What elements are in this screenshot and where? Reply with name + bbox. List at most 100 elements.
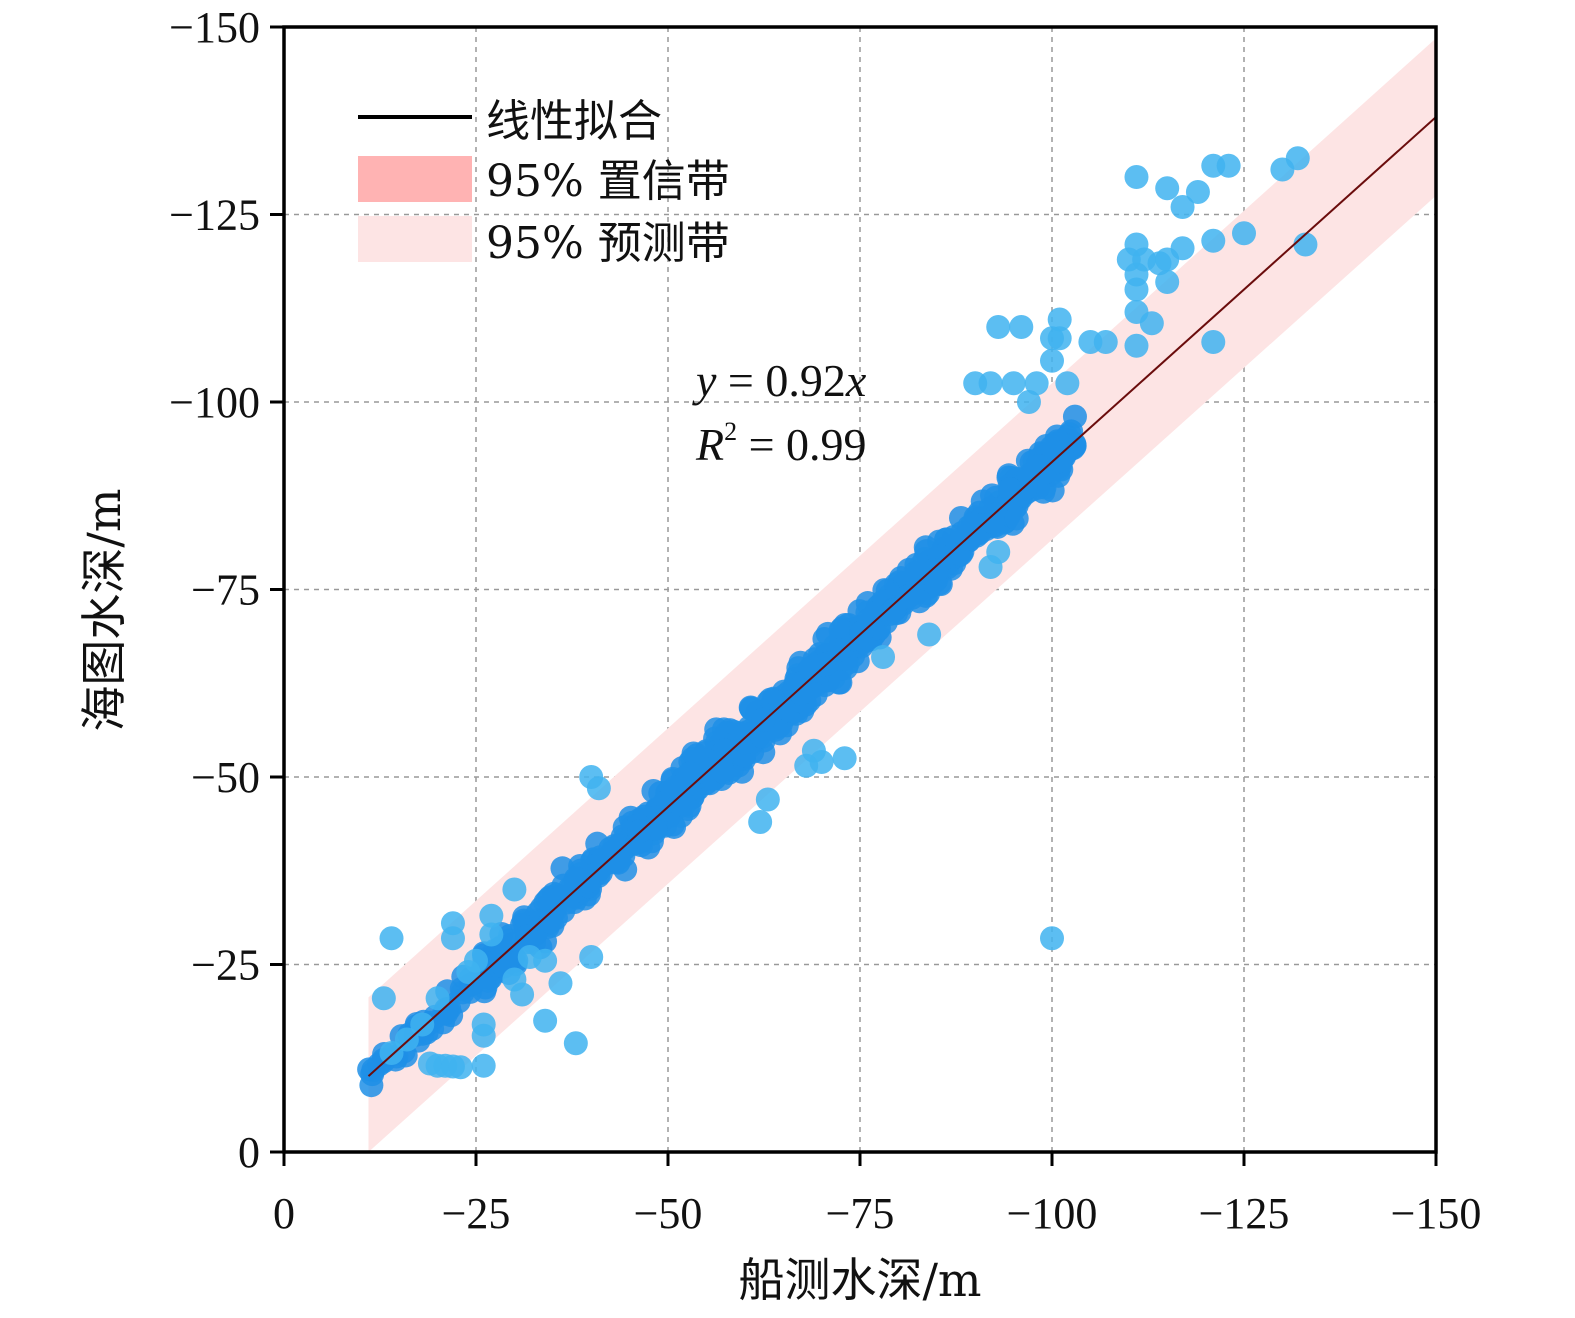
eq-x-var: x	[845, 355, 867, 406]
scatter-point-32	[755, 787, 780, 812]
scatter-point-53	[1040, 926, 1064, 951]
scatter-point-63	[1139, 311, 1164, 336]
scatter-point-51	[1040, 348, 1064, 373]
scatter-point-76	[1201, 330, 1226, 354]
scatter-point-17	[471, 1053, 496, 1078]
y-tick-label-5: −125	[169, 191, 260, 240]
fit-line-layer	[367, 116, 1437, 1077]
r-superscript: 2	[724, 417, 737, 446]
scatter-point-68	[1155, 176, 1180, 201]
x-tick-label-3: −75	[826, 1189, 895, 1238]
scatter-point-31	[748, 810, 773, 834]
scatter-point-21	[510, 982, 535, 1007]
scatter-point-c2-378	[812, 626, 837, 651]
scatter-point-9	[448, 1055, 473, 1080]
y-axis-title: 海图水深/m	[77, 488, 131, 731]
scatter-point-23	[533, 1008, 558, 1033]
scatter-point-c2-377	[711, 759, 736, 784]
scatter-point-c1-136	[535, 887, 560, 912]
scatter-point-67	[1124, 165, 1149, 189]
scatter-point-71	[1170, 236, 1195, 261]
legend: 线性拟合 95% 置信带 95% 预测带	[358, 96, 730, 269]
scatter-point-19	[479, 922, 504, 947]
scatter-point-75	[1232, 221, 1256, 246]
scatter-point-65	[1155, 270, 1180, 294]
scatter-point-c1-139	[515, 924, 540, 949]
y-tick-label-4: −100	[169, 378, 260, 427]
scatter-point-c1-128	[575, 869, 600, 894]
scatter-point-78	[1285, 146, 1310, 171]
scatter-point-69	[1170, 195, 1195, 219]
legend-confidence-swatch	[358, 156, 472, 202]
x-tick-label-2: −50	[634, 1189, 703, 1238]
scatter-point-29	[579, 945, 604, 969]
scatter-point-c2-371	[828, 670, 853, 695]
eq-rest: = 0.92	[716, 355, 845, 406]
scatter-point-25	[548, 971, 573, 996]
fit-line	[367, 116, 1437, 1077]
scatter-point-c3-299	[881, 598, 906, 623]
scatter-point-18	[479, 903, 504, 928]
y-tick-label-0: 0	[238, 1128, 260, 1177]
scatter-point-14	[464, 948, 488, 973]
scatter-point-55	[1093, 330, 1118, 354]
scatter-point-c2-361	[704, 717, 729, 742]
y-tick-label-6: −150	[169, 3, 260, 52]
scatter-point-38	[917, 622, 942, 647]
legend-prediction-swatch	[358, 216, 472, 262]
scatter-point-70	[1185, 180, 1210, 204]
x-tick-label-0: 0	[273, 1189, 295, 1238]
y-tick-label-1: −25	[191, 941, 260, 990]
scatter-point-c3-292	[1026, 454, 1051, 479]
scatter-point-74	[1216, 153, 1241, 178]
scatter-point-59	[1124, 277, 1149, 302]
r-rest: = 0.99	[737, 419, 866, 470]
scatter-point-c2-372	[663, 775, 688, 800]
scatter-point-52	[1055, 371, 1080, 396]
scatter-point-37	[871, 645, 896, 669]
scatter-point-47	[1009, 315, 1034, 339]
scatter-point-c1-129	[538, 909, 563, 934]
scatter-point-27	[502, 877, 527, 902]
scatter-point-61	[1124, 333, 1149, 358]
scatter-point-49	[1047, 326, 1072, 351]
scatter-point-40	[986, 540, 1011, 564]
points-layer	[357, 146, 1318, 1098]
y-tick-label-2: −50	[191, 753, 260, 802]
scatter-point-1	[371, 986, 396, 1011]
scatter-point-42	[1016, 390, 1041, 414]
scatter-point-72	[1201, 228, 1226, 253]
scatter-point-c3-298	[922, 558, 947, 583]
legend-label-confidence: 95% 置信带	[486, 156, 730, 207]
scatter-point-41	[1001, 371, 1026, 396]
x-tick-label-1: −25	[442, 1189, 511, 1238]
fit-equation: y = 0.92x	[692, 355, 867, 406]
scatter-point-45	[978, 371, 1003, 396]
x-axis-title: 船测水深/m	[738, 1253, 981, 1307]
r-squared: R2 = 0.99	[695, 417, 867, 470]
scatter-point-c3-295	[1004, 506, 1029, 531]
x-tick-label-4: −100	[1007, 1189, 1098, 1238]
scatter-point-c0-39	[361, 1058, 386, 1083]
scatter-point-c3-297	[950, 520, 975, 545]
tick-labels: 0 −25 −50 −75 −100 −125 −150 0 −25 −50 −75 −100 −125…	[169, 3, 1481, 1238]
scatter-point-16	[471, 1023, 496, 1048]
scatter-point-c3-289	[998, 477, 1023, 502]
scatter-point-36	[832, 746, 857, 771]
scatter-point-c2-368	[681, 741, 706, 766]
legend-label-prediction: 95% 预测带	[486, 218, 730, 269]
scatter-point-79	[1293, 232, 1318, 257]
y-tick-label-3: −75	[191, 566, 260, 615]
scatter-point-3	[394, 1027, 419, 1052]
x-tick-label-5: −125	[1199, 1189, 1290, 1238]
scatter-point-50	[1047, 307, 1072, 332]
legend-label-fit: 线性拟合	[486, 96, 662, 147]
scatter-point-0	[379, 926, 404, 951]
scatter-point-26	[563, 1031, 588, 1056]
x-tick-label-6: −150	[1391, 1189, 1482, 1238]
r-var: R	[695, 419, 724, 470]
scatter-point-c3-291	[855, 600, 880, 625]
scatter-point-c1-132	[551, 873, 576, 898]
scatter-point-46	[986, 315, 1011, 339]
